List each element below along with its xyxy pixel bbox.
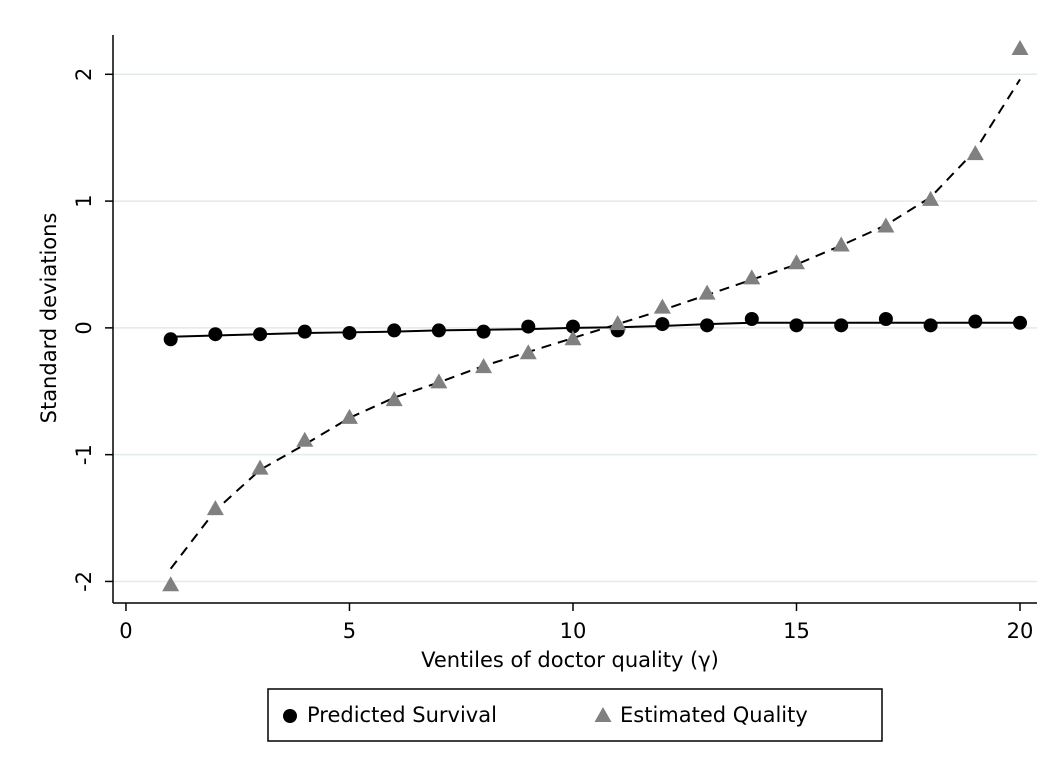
point [162,576,180,592]
point [475,358,493,374]
point [519,344,537,360]
point [342,325,357,340]
point [208,327,223,342]
point [296,431,314,447]
point [922,190,940,206]
fit-line [169,78,1021,570]
point [206,500,224,516]
point [968,314,983,329]
point [251,459,269,475]
point [609,315,627,331]
y-tick-label: 1 [72,194,96,207]
point [340,408,358,424]
x-tick-label: 15 [783,619,810,643]
x-tick-label: 5 [343,619,356,643]
y-tick-label: 2 [72,68,96,81]
point [565,319,580,334]
point [653,298,671,314]
point [743,269,761,285]
fit-line [170,321,1021,338]
point [297,324,312,339]
point [253,327,268,342]
x-tick-label: 10 [560,619,587,643]
y-axis-label: Standard deviations [37,213,61,424]
point [966,145,984,161]
point [877,217,895,233]
point [385,391,403,407]
point [744,312,759,326]
y-tick-label: -2 [72,571,96,592]
y-tick-label: 0 [72,321,96,334]
point [878,312,893,326]
point [1011,39,1029,55]
x-tick-label: 0 [119,619,132,643]
legend-box [267,688,883,742]
x-tick-label: 20 [1007,619,1034,643]
point [655,317,670,332]
point [832,236,850,252]
point [788,254,806,270]
point [431,323,446,338]
point [698,284,716,300]
point [430,373,448,389]
point [521,319,536,334]
point [1013,315,1028,330]
legend-marker [283,709,297,723]
point [834,318,849,333]
legend-marker [594,707,612,722]
legend-label: Estimated Quality [620,703,808,727]
point [387,323,402,338]
point [476,324,491,339]
point [163,332,178,347]
x-axis-label: Ventiles of doctor quality (γ) [421,648,719,672]
legend-label: Predicted Survival [307,703,497,727]
y-tick-label: -1 [72,444,96,465]
point [700,318,715,333]
point [923,318,938,333]
point [564,330,582,346]
point [789,318,804,333]
